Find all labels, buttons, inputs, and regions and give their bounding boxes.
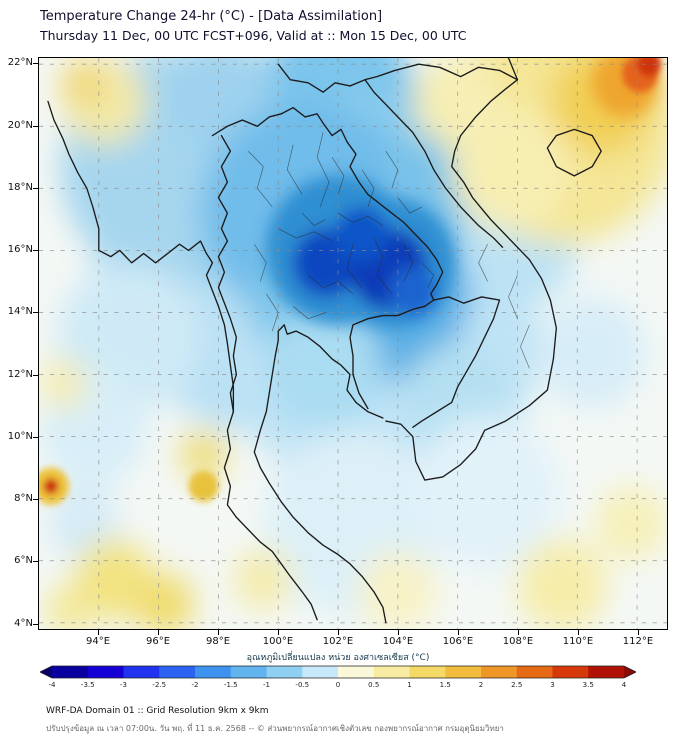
lon-axis-tick — [278, 630, 279, 635]
province-borders — [248, 132, 530, 369]
page-title: Temperature Change 24-hr (°C) - [Data As… — [40, 9, 383, 24]
lon-tick-label: 102°E — [322, 636, 354, 647]
colorbar-tick-label: -1 — [263, 681, 270, 689]
footer-domain-info: WRF-DA Domain 01 :: Grid Resolution 9km … — [46, 706, 269, 716]
lon-axis-tick — [638, 630, 639, 635]
map-panel — [38, 57, 668, 630]
lat-tick-label: 22°N — [7, 57, 33, 69]
colorbar-tick-label: -3.5 — [80, 681, 95, 689]
colorbar-tick-label: 1 — [407, 681, 412, 689]
lon-tick-label: 108°E — [502, 636, 534, 647]
colorbar-tick-label: 4 — [621, 681, 627, 689]
lat-tick-label: 6°N — [14, 555, 33, 567]
lat-tick-label: 20°N — [7, 119, 33, 131]
lon-tick-label: 96°E — [145, 636, 171, 647]
lon-tick-label: 112°E — [622, 636, 654, 647]
lon-axis-tick — [338, 630, 339, 635]
lon-axis-tick — [98, 630, 99, 635]
colorbar-tick-label: -4 — [48, 681, 56, 689]
lat-tick-label: 16°N — [7, 244, 33, 256]
lat-tick-label: 14°N — [7, 306, 33, 318]
temperature-field-spots — [39, 58, 662, 505]
colorbar — [40, 665, 636, 679]
lat-tick-label: 12°N — [7, 368, 33, 380]
colorbar-tick-label: 2 — [478, 681, 484, 689]
lon-tick-label: 94°E — [85, 636, 111, 647]
colorbar-tick-label: 0 — [335, 681, 341, 689]
colorbar-tick-label: 3 — [550, 681, 555, 689]
colorbar-title: อุณหภูมิเปลี่ยนแปลง หน่วย องศาเซลเซียส (… — [246, 653, 430, 663]
colorbar-tick-label: -2 — [191, 681, 199, 689]
colorbar-tick-label: -3 — [120, 681, 127, 689]
lon-axis-tick — [578, 630, 579, 635]
colorbar-tick-label: 3.5 — [582, 681, 594, 689]
colorbar-tick-label: -1.5 — [223, 681, 238, 689]
map-canvas — [39, 58, 667, 629]
lat-tick-label: 18°N — [7, 181, 33, 193]
lon-tick-label: 100°E — [262, 636, 294, 647]
lat-tick-label: 4°N — [14, 617, 33, 629]
lon-tick-label: 110°E — [562, 636, 594, 647]
colorbar-tick-label: -2.5 — [152, 681, 167, 689]
lon-axis-tick — [398, 630, 399, 635]
lon-tick-label: 106°E — [442, 636, 474, 647]
lon-tick-label: 104°E — [382, 636, 414, 647]
page-subtitle: Thursday 11 Dec, 00 UTC FCST+096, Valid … — [40, 27, 467, 43]
colorbar-tick-label: 2.5 — [511, 681, 523, 689]
lon-axis-tick — [518, 630, 519, 635]
hainan-island-outline — [546, 128, 602, 177]
colorbar-tick-labels: -4 -3.5 -3 -2.5 -2 -1.5 -1 -0.5 0 0.5 1 1.5 2 2.5 3 3.5… — [48, 681, 627, 691]
lon-axis-tick — [458, 630, 459, 635]
lon-axis-tick — [218, 630, 219, 635]
country-borders — [47, 58, 602, 624]
figure-header: Temperature Change 24-hr (°C) - [Data As… — [40, 8, 467, 45]
colorbar-tick-label: 1.5 — [439, 681, 451, 689]
colorbar-tick-label: 0.5 — [368, 681, 380, 689]
lon-axis-tick — [158, 630, 159, 635]
footer-update-credit: ปรับปรุงข้อมูล ณ เวลา 07:00น. วัน พฤ. ที… — [46, 724, 504, 733]
lat-tick-label: 8°N — [14, 493, 33, 505]
colorbar-tick-label: -0.5 — [295, 681, 310, 689]
lon-tick-label: 98°E — [205, 636, 231, 647]
lat-tick-label: 10°N — [7, 430, 33, 442]
